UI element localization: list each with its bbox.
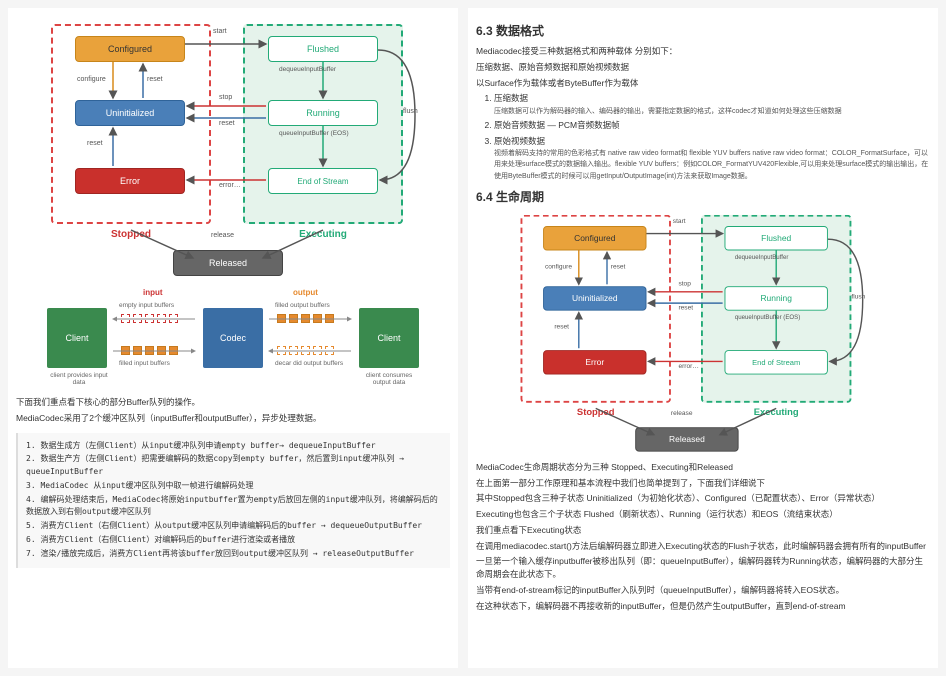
node-running: Running xyxy=(268,100,378,126)
p64-6: 一旦第一个输入缓存inputbuffer被移出队列（即：queueInputBu… xyxy=(476,555,930,581)
step-2: 2. 数据生产方（左侧Client）把需要编解码的数据copy到empty bu… xyxy=(26,453,442,479)
left-p2: MediaCodec采用了2个缓冲区队列（inputBuffer和outputB… xyxy=(16,412,450,425)
node-flushed: Flushed xyxy=(268,36,378,62)
codec-box: Codec xyxy=(203,308,263,368)
p64-3: Executing也包含三个子状态 Flushed（刷新状态）、Running（… xyxy=(476,508,930,521)
state-diagram-right: Stopped Executing Configured Uninitializ… xyxy=(513,211,870,442)
p63a: Mediacodec接受三种数据格式和两种载体 分别如下： xyxy=(476,45,930,58)
node-error-r: Error xyxy=(543,350,646,374)
client-right: Client xyxy=(359,308,419,368)
li-63-3: 原始视频数据视频着解码支持的常用的色彩格式有 native raw video … xyxy=(494,135,930,182)
flow-input-h: input xyxy=(143,288,163,297)
node-running-r: Running xyxy=(725,286,828,310)
p64-4: 我们重点看下Executing状态 xyxy=(476,524,930,537)
step-7: 7. 渲染/播放完成后，消费方Client再将该buffer放回到output缓… xyxy=(26,548,442,561)
node-eos: End of Stream xyxy=(268,168,378,194)
heading-63: 6.3 数据格式 xyxy=(476,22,930,39)
lbl-configure: configure xyxy=(77,76,106,83)
buf-row-filled-out xyxy=(277,314,334,323)
p63c: 以Surface作为载体或者ByteBuffer作为载体 xyxy=(476,77,930,90)
state-diagram-left: Stopped Executing Configured Uninitializ… xyxy=(43,20,423,280)
lbl-release: release xyxy=(211,232,234,239)
p63b: 压缩数据、原始音频数据和原始视频数据 xyxy=(476,61,930,74)
flow-output-h: output xyxy=(293,288,318,297)
lbl-start: start xyxy=(213,28,227,35)
lbl-reset1: reset xyxy=(147,76,163,83)
p64-5: 在调用mediacodec.start()方法后编解码器立即进入Executin… xyxy=(476,540,930,553)
step-1: 1. 数据生成方（左侧Client）从input缓冲队列申请empty buff… xyxy=(26,440,442,453)
p64-0: MediaCodec生命周期状态分为三种 Stopped、Executing和R… xyxy=(476,461,930,474)
p64-7: 当带有end-of-stream标记的inputBuffer入队列时（queue… xyxy=(476,584,930,597)
heading-64: 6.4 生命周期 xyxy=(476,188,930,205)
steps-list: 1. 数据生成方（左侧Client）从input缓冲队列申请empty buff… xyxy=(16,433,450,568)
lbl-flush: flush xyxy=(403,108,418,115)
lbl-queue-eos: queueInputBuffer (EOS) xyxy=(279,130,349,137)
cap-left: client provides input data xyxy=(49,372,109,386)
step-4: 4. 编解码处理结束后，MediaCodec将原始inputbuffer置为em… xyxy=(26,494,442,520)
p64-2: 其中Stopped包含三种子状态 Uninitialized（为初始化状态）、C… xyxy=(476,492,930,505)
step-5: 5. 消费方Client（右侧Client）从output缓冲区队列申请编解码后… xyxy=(26,520,442,533)
node-released: Released xyxy=(173,250,283,276)
right-column: 6.3 数据格式 Mediacodec接受三种数据格式和两种载体 分别如下： 压… xyxy=(468,8,938,668)
step-6: 6. 消费方Client（右侧Client）对编解码后的buffer进行渲染或者… xyxy=(26,534,442,547)
node-error: Error xyxy=(75,168,185,194)
executing-label: Executing xyxy=(245,229,401,240)
node-released-r: Released xyxy=(635,427,738,451)
buf-row-filled-in xyxy=(121,346,178,355)
lbl-reset3: reset xyxy=(219,120,235,127)
lbl-filled-in: filled input buffers xyxy=(119,360,170,367)
lbl-decar: decar did output buffers xyxy=(275,360,343,367)
node-uninitialized-r: Uninitialized xyxy=(543,286,646,310)
left-column: Stopped Executing Configured Uninitializ… xyxy=(8,8,458,668)
stopped-label: Stopped xyxy=(53,229,209,240)
step-3: 3. MediaCodec 从input缓冲区队列中取一帧进行编解码处理 xyxy=(26,480,442,493)
node-configured: Configured xyxy=(75,36,185,62)
p64-1: 在上面第一部分工作原理和基本流程中我们也简单提到了，下面我们详细说下 xyxy=(476,477,930,490)
li-63-2: 原始音频数据 — PCM音频数据帧 xyxy=(494,119,930,133)
node-flushed-r: Flushed xyxy=(725,226,828,250)
li-63-1: 压缩数据压缩数据可以作为解码器的输入、编码器的输出，需要指定数据的格式，这样co… xyxy=(494,92,930,117)
lbl-filled-out: filled output buffers xyxy=(275,302,330,309)
cap-right: client consumes output data xyxy=(357,372,421,386)
left-p1: 下面我们重点看下核心的部分Buffer队列的操作。 xyxy=(16,396,450,409)
client-left: Client xyxy=(47,308,107,368)
list-63: 压缩数据压缩数据可以作为解码器的输入、编码器的输出，需要指定数据的格式，这样co… xyxy=(476,92,930,182)
lbl-reset2: reset xyxy=(87,140,103,147)
lbl-empty-in: empty input buffers xyxy=(119,302,174,309)
p64-8: 在这种状态下，编解码器不再接收新的inputBuffer，但是仍然产生outpu… xyxy=(476,600,930,613)
buf-row-empty-out xyxy=(277,346,334,355)
lbl-dequeue: dequeueInputBuffer xyxy=(279,66,336,73)
flow-diagram: input output Client Codec Client empty i… xyxy=(43,288,423,388)
lbl-error: error… xyxy=(219,182,241,189)
buf-row-empty-in xyxy=(121,314,178,323)
node-uninitialized: Uninitialized xyxy=(75,100,185,126)
node-configured-r: Configured xyxy=(543,226,646,250)
node-eos-r: End of Stream xyxy=(725,350,828,374)
lbl-stop: stop xyxy=(219,94,232,101)
